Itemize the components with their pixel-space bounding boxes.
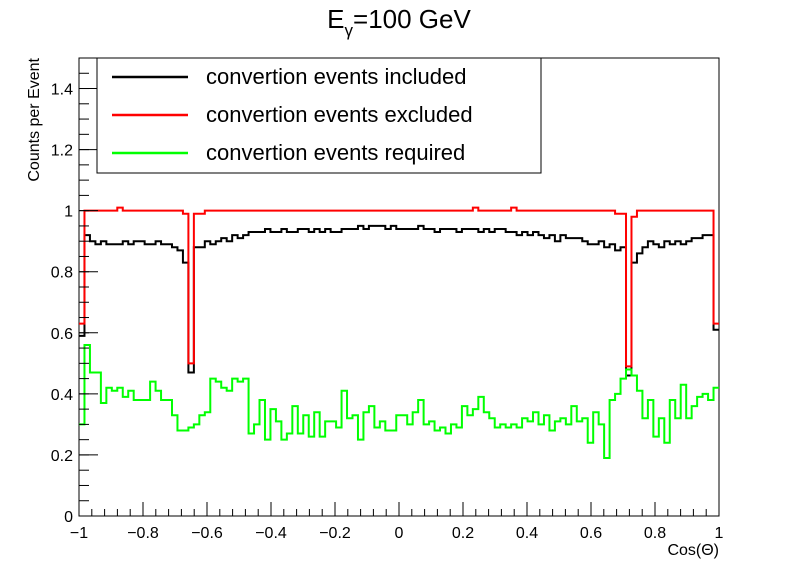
x-tick-label: 1 bbox=[715, 525, 724, 542]
x-tick-label: 0.2 bbox=[452, 525, 474, 542]
chart-title-suffix: =100 GeV bbox=[353, 4, 471, 34]
x-tick-label: −0.4 bbox=[255, 525, 287, 542]
x-tick-label: 0.4 bbox=[516, 525, 538, 542]
series-line-1 bbox=[79, 206, 719, 368]
y-tick-label: 1 bbox=[64, 204, 73, 221]
x-tick-label: 0.8 bbox=[644, 525, 666, 542]
y-tick-label: 0.6 bbox=[51, 326, 73, 343]
chart-title-main: E bbox=[327, 4, 344, 34]
series-line-0 bbox=[79, 224, 719, 377]
x-tick-label: −0.2 bbox=[319, 525, 351, 542]
y-tick-label: 0.2 bbox=[51, 448, 73, 465]
series-layer bbox=[79, 206, 719, 459]
y-tick-label: 0.8 bbox=[51, 265, 73, 282]
x-tick-label: 0 bbox=[395, 525, 404, 542]
chart-title-subscript: γ bbox=[345, 21, 354, 40]
y-tick-label: 0 bbox=[64, 509, 73, 526]
y-tick-label: 0.4 bbox=[51, 387, 73, 404]
series-line-2 bbox=[79, 344, 719, 459]
x-tick-label: −0.8 bbox=[127, 525, 159, 542]
y-tick-label: 1.4 bbox=[51, 82, 73, 99]
legend: convertion events included convertion ev… bbox=[96, 57, 542, 174]
y-axis-label: Counts per Event bbox=[26, 57, 43, 181]
y-axis: 0 0.2 0.4 0.6 0.8 1 1.2 1.4 bbox=[51, 57, 98, 526]
x-axis: −1 −0.8 −0.6 −0.4 −0.2 0 0.2 0.4 0.6 0.8 1 bbox=[70, 502, 724, 542]
chart-title: Eγ=100 GeV bbox=[327, 4, 471, 40]
y-tick-label: 1.2 bbox=[51, 143, 73, 160]
x-tick-label: 0.6 bbox=[580, 525, 602, 542]
x-axis-label: Cos(Θ) bbox=[667, 542, 719, 559]
legend-label-required: convertion events required bbox=[206, 140, 465, 165]
legend-label-included: convertion events included bbox=[206, 64, 467, 89]
x-tick-label: −1 bbox=[70, 525, 88, 542]
legend-label-excluded: convertion events excluded bbox=[206, 102, 473, 127]
x-tick-label: −0.6 bbox=[191, 525, 223, 542]
